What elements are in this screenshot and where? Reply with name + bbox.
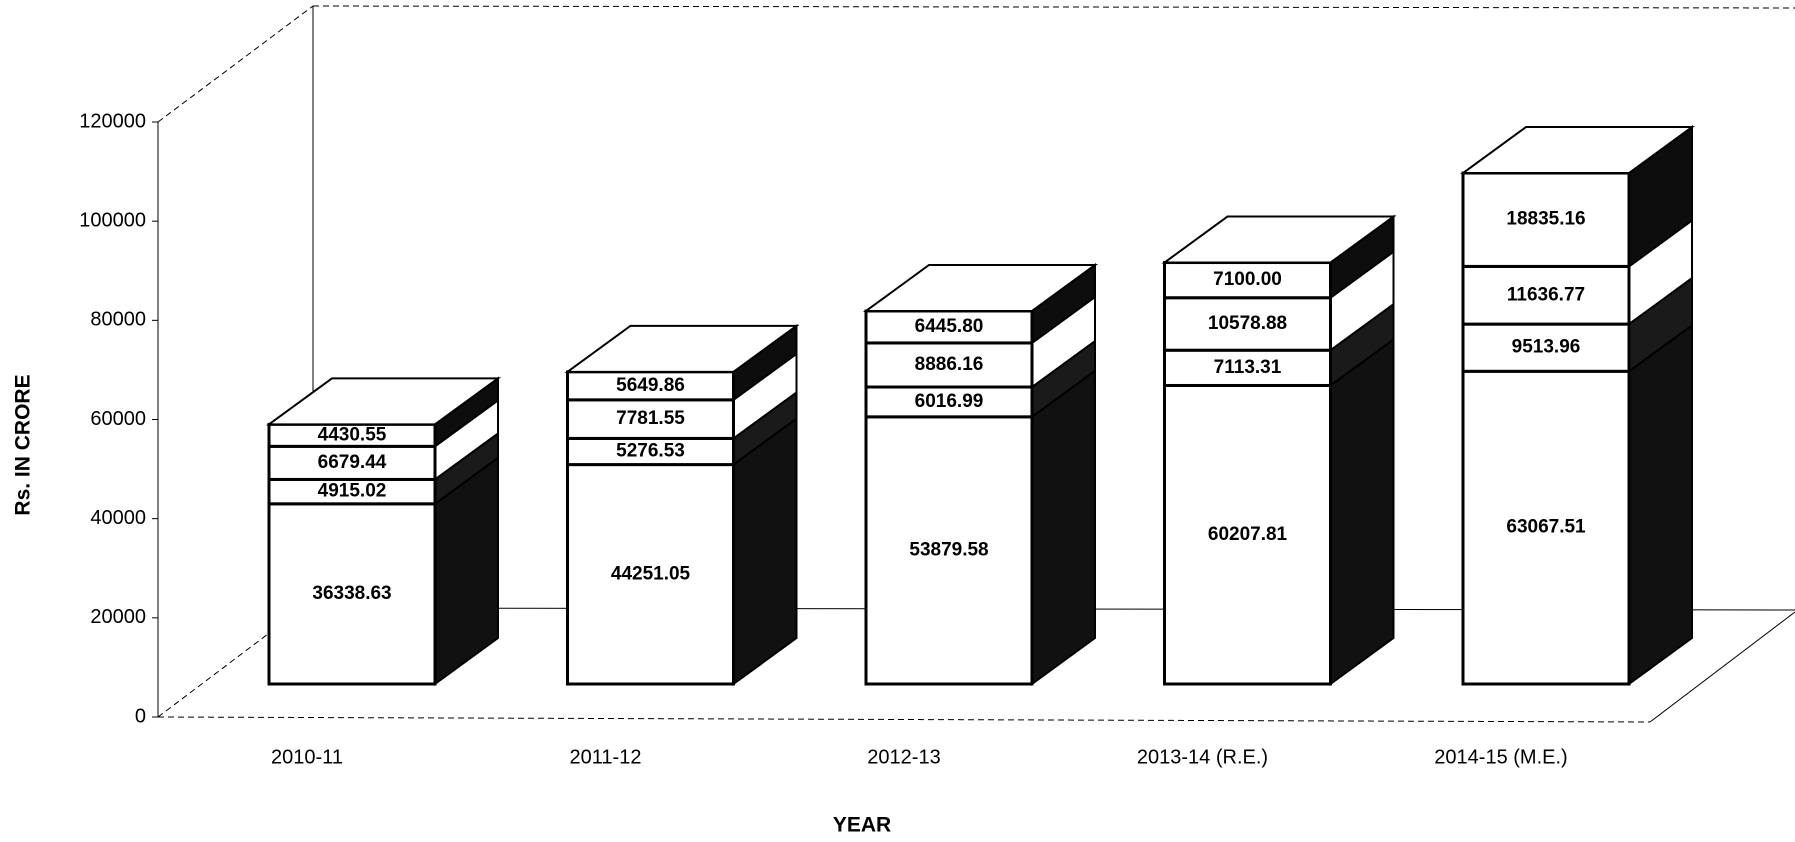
x-tick-label: 2013-14 (R.E.)	[1137, 746, 1268, 768]
bar-segment	[1163, 261, 1332, 300]
bar-top	[564, 324, 800, 373]
data-label: 6679.44	[318, 452, 387, 473]
bar-side	[1329, 337, 1395, 686]
y-tick-label: 60000	[90, 408, 146, 430]
y-tick-label: 80000	[90, 309, 146, 331]
data-label: 7113.31	[1214, 357, 1282, 378]
bar-side	[1628, 323, 1693, 686]
y-axis-title: Rs. IN CRORE	[12, 374, 35, 515]
bar-segment	[864, 341, 1034, 389]
data-label: 44251.05	[611, 563, 691, 584]
data-label: 4915.02	[318, 481, 387, 502]
data-label: 63067.51	[1506, 517, 1586, 538]
x-tick-label: 2014-15 (M.E.)	[1434, 746, 1567, 768]
data-label: 7100.00	[1213, 269, 1282, 290]
data-label: 8886.16	[915, 354, 984, 375]
bar-top	[265, 377, 502, 426]
bar-segment	[864, 385, 1034, 419]
bar-top	[862, 263, 1099, 312]
data-label: 6445.80	[915, 316, 984, 337]
data-label: 36338.63	[312, 583, 391, 604]
bar-segment	[1461, 369, 1631, 686]
y-tick-label: 0	[135, 705, 146, 727]
x-tick-label: 2011-12	[570, 746, 642, 768]
bar-segment	[1163, 348, 1332, 387]
bar-segment	[566, 463, 735, 686]
y-tick-label: 40000	[90, 507, 146, 529]
data-label: 18835.16	[1506, 209, 1585, 230]
data-label: 10578.88	[1208, 313, 1287, 334]
bar-segment	[864, 415, 1034, 686]
data-label: 7781.55	[616, 408, 685, 429]
data-label: 5276.53	[616, 441, 685, 462]
bar-side	[1031, 368, 1096, 686]
bar-segment	[267, 502, 437, 686]
x-tick-label: 2010-11	[271, 746, 343, 768]
bar-top	[1161, 215, 1397, 264]
y-tick-label: 20000	[90, 606, 146, 628]
bar-segment	[566, 370, 735, 402]
data-label: 11636.77	[1507, 284, 1585, 305]
data-label: 60207.81	[1208, 524, 1288, 545]
bar-segment	[1163, 383, 1332, 686]
y-tick-label: 120000	[79, 110, 146, 132]
data-label: 5649.86	[616, 375, 685, 396]
x-tick-label: 2012-13	[867, 746, 940, 768]
data-label: 6016.99	[915, 391, 984, 412]
data-label: 9513.96	[1512, 337, 1581, 358]
bar-segment	[1461, 171, 1631, 268]
data-label: 53879.58	[909, 539, 988, 560]
y-tick-label: 100000	[79, 209, 146, 231]
x-axis-title: YEAR	[833, 814, 891, 837]
data-label: 4430.55	[318, 424, 387, 445]
bar-top	[1459, 126, 1696, 175]
